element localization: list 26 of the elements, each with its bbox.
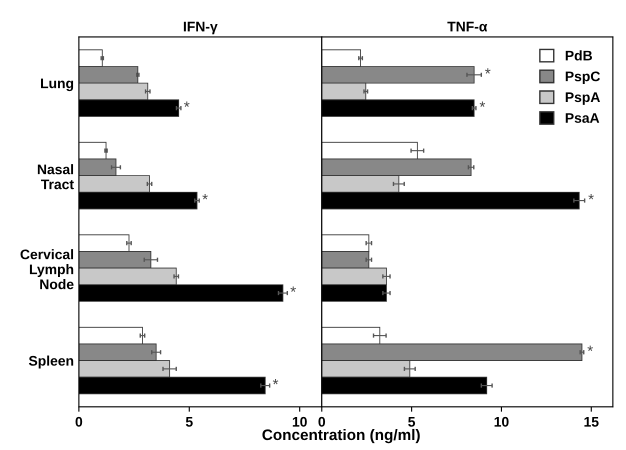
x-tick-label: 0 [318,416,326,427]
legend-label: PspC [566,71,600,84]
x-tick-label: 10 [494,416,509,427]
data-label: * [272,378,278,384]
x-tick-label: 10 [292,416,307,427]
x-tick-label: 0 [76,416,82,427]
chart-title: TNF-α [447,22,488,32]
x-axis-title: Concentration (ng/ml) [262,428,420,444]
legend-label: PdB [566,50,592,61]
y-tick-label: Spleen [28,356,74,368]
x-tick-label: 5 [408,417,416,427]
data-label: * [184,102,190,107]
x-tick-label: 15 [584,417,599,427]
data-label: * [588,194,594,200]
chart-title: IFN-γ [184,22,218,34]
data-label: * [202,194,208,200]
legend-label: PsaA [566,113,600,123]
data-label: * [587,346,593,352]
y-tick-label: Cervical Lymph Node [20,249,74,290]
legend-label: PspA [566,92,600,105]
x-tick-label: 5 [186,417,193,427]
y-tick-label: Lung [41,78,74,92]
data-label: * [290,286,296,292]
y-tick-label: Nasal Tract [38,164,74,190]
data-label: * [485,68,491,74]
data-label: * [480,102,486,107]
